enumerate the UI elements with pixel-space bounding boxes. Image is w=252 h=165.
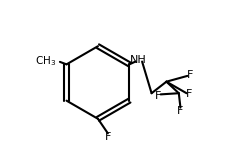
Text: F: F bbox=[105, 132, 111, 142]
Text: F: F bbox=[186, 89, 193, 99]
Text: F: F bbox=[187, 70, 194, 80]
Text: F: F bbox=[155, 91, 161, 101]
Text: F: F bbox=[177, 106, 184, 116]
Text: CH$_3$: CH$_3$ bbox=[35, 54, 56, 68]
Text: NH: NH bbox=[130, 55, 147, 65]
